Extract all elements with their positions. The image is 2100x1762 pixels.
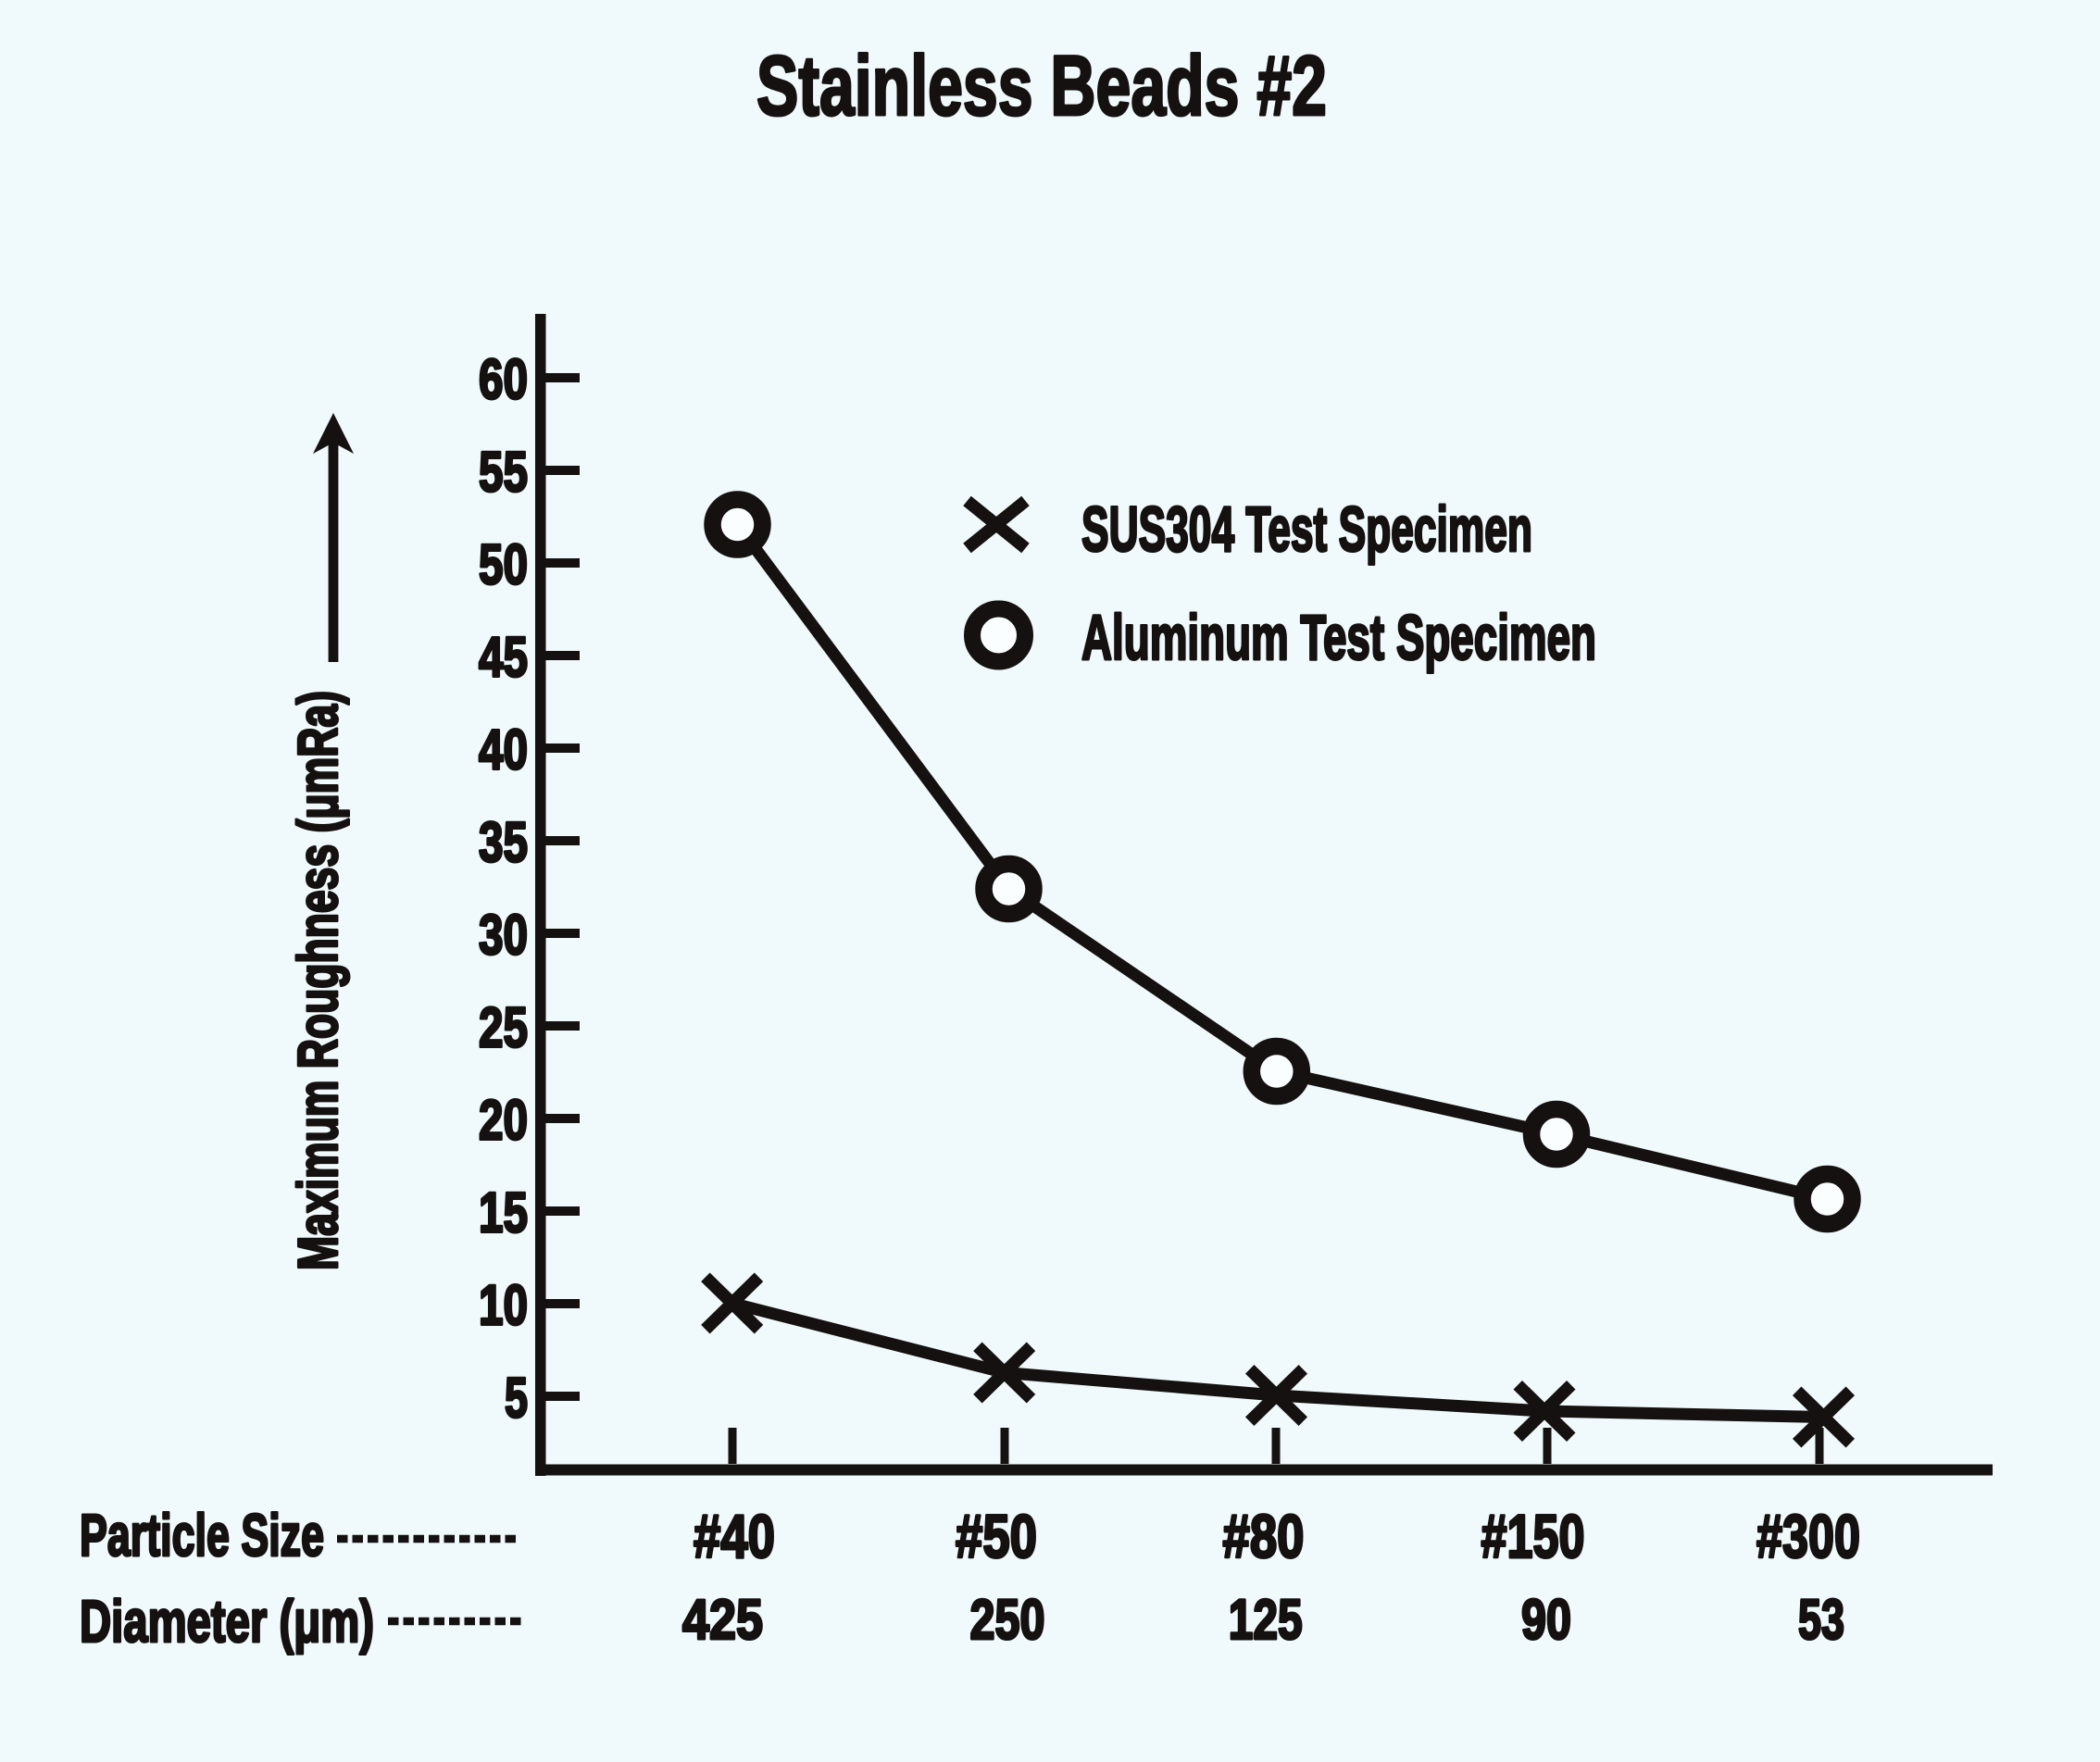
svg-text:5: 5 [505,1367,528,1430]
svg-text:40: 40 [479,719,528,781]
svg-text:55: 55 [479,441,528,504]
svg-text:#300: #300 [1756,1502,1860,1570]
svg-text:53: 53 [1798,1588,1844,1651]
svg-text:#80: #80 [1223,1502,1305,1570]
svg-text:#50: #50 [956,1502,1037,1570]
svg-text:50: 50 [479,533,528,596]
svg-text:Particle Size: Particle Size [80,1502,324,1568]
svg-text:20: 20 [479,1089,528,1152]
svg-text:Stainless Beads #2: Stainless Beads #2 [756,39,1327,133]
svg-text:25: 25 [479,996,528,1059]
svg-text:30: 30 [479,904,528,967]
svg-text:425: 425 [682,1588,763,1651]
svg-text:#40: #40 [694,1502,775,1570]
svg-text:35: 35 [479,811,528,874]
svg-text:60: 60 [479,348,528,411]
svg-text:#150: #150 [1481,1502,1585,1570]
svg-text:Diameter (μm): Diameter (μm) [80,1588,374,1655]
svg-text:Aluminum Test Specimen: Aluminum Test Specimen [1081,602,1596,673]
svg-text:125: 125 [1229,1588,1303,1651]
svg-text:250: 250 [970,1588,1045,1651]
svg-text:15: 15 [479,1181,528,1244]
svg-text:90: 90 [1521,1588,1571,1651]
svg-text:Maximum Roughness (μmRa): Maximum Roughness (μmRa) [287,691,349,1270]
svg-text:SUS304 Test Specimen: SUS304 Test Specimen [1081,494,1532,565]
svg-text:45: 45 [479,626,528,689]
svg-text:10: 10 [479,1274,528,1337]
